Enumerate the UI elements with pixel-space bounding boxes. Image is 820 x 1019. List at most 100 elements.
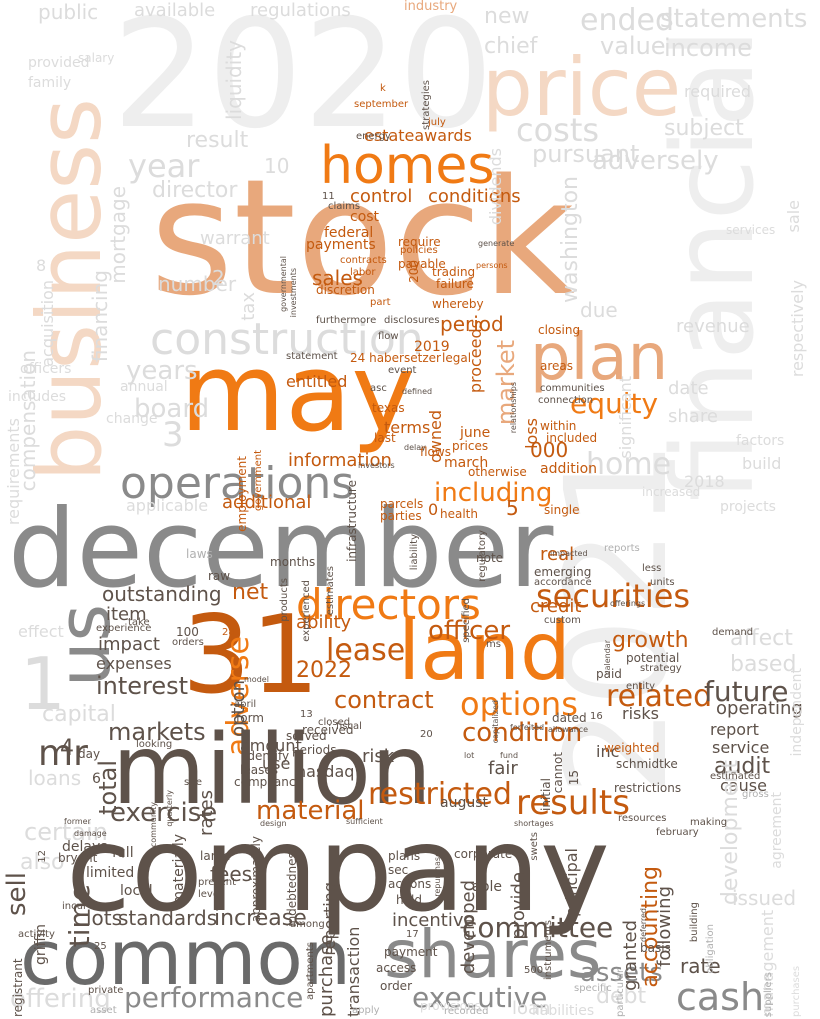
word-inc: inc (596, 742, 620, 761)
word-materially: materially (171, 834, 187, 905)
word-sufficient: sufficient (346, 817, 383, 826)
word-industry: industry (404, 0, 458, 14)
word-investments: investments (289, 268, 298, 318)
word-disclosures: disclosures (384, 315, 440, 326)
word-growth: growth (612, 628, 689, 653)
word-4: 4 (60, 736, 74, 761)
word-cause: cause (720, 776, 767, 795)
word-calendar: calendar (603, 640, 612, 675)
word-contract: contract (334, 686, 434, 714)
word-20: 20 (420, 729, 433, 740)
word-gross: gross (742, 789, 769, 800)
word-asc: asc (370, 383, 387, 394)
word-year: year (128, 147, 200, 185)
word-closed: closed (318, 717, 351, 728)
word-3: 3 (162, 415, 184, 455)
word-raw: raw (208, 569, 231, 583)
word-due: due (580, 298, 618, 322)
word-delays: delays (62, 839, 108, 855)
word-risks: risks (622, 704, 659, 723)
word-april: april (234, 699, 257, 710)
word-products: products (279, 578, 290, 622)
word-whereby: whereby (432, 297, 484, 311)
word-agreement: agreement (769, 792, 785, 869)
word-order: order (380, 979, 412, 993)
word-activity: activity (18, 929, 55, 940)
word-information: information (288, 450, 392, 471)
word-able: able (472, 879, 502, 895)
word-also: also (20, 850, 65, 875)
word-cannot: cannot (551, 752, 565, 794)
word-limited: limited (86, 865, 135, 881)
word-june: june (460, 425, 491, 441)
word-quarterly: quarterly (165, 790, 174, 827)
word-schmidtke: schmidtke (616, 757, 678, 771)
word-loan: loan (512, 998, 551, 1019)
word-additional: additional (222, 492, 312, 513)
word-health: health (440, 507, 478, 521)
word-strategy: strategy (640, 663, 682, 674)
word-forfeited: forfeited (510, 723, 545, 732)
word-fund: fund (500, 751, 519, 760)
word-incur: incur (62, 901, 88, 912)
word-incentive: incentive (392, 910, 475, 931)
word-orders: orders (172, 637, 204, 648)
word-experienced: experienced (301, 580, 312, 642)
word-liability: liability (409, 534, 420, 571)
word-parcels: parcels (380, 497, 424, 511)
word-swets: swets (529, 832, 540, 861)
word-compliance: compliance (234, 775, 303, 789)
word-control: control (350, 186, 413, 207)
word-laws: laws (186, 547, 213, 561)
word-specified: specified (461, 598, 472, 643)
word-performance: performance (124, 981, 304, 1014)
word-require: require (398, 235, 441, 249)
word-large: large (200, 849, 231, 863)
word-less: less (642, 563, 662, 574)
word-directors: directors (296, 580, 481, 629)
word-august: august (440, 795, 488, 811)
word-obligation: obligation (705, 924, 716, 974)
word-community: community (149, 802, 158, 848)
word-access: access (376, 961, 417, 975)
word-8: 8 (36, 256, 47, 275)
word-results: results (516, 783, 630, 823)
word-31: 31 (182, 593, 320, 718)
word-significant: significant (616, 376, 635, 459)
word-lots: lots (86, 906, 123, 930)
word-ability: ability (296, 612, 352, 633)
word-december: december (8, 487, 554, 612)
word-bryant: bryant (58, 851, 98, 865)
word-stock: stock (150, 144, 575, 331)
word-offerings: offerings (610, 599, 646, 608)
word-lot: lot (464, 751, 475, 760)
word-date: date (668, 378, 709, 399)
word-addition: addition (540, 461, 598, 477)
word-flows: flows (420, 445, 451, 459)
word-construction: construction (150, 314, 424, 365)
word-company: company (66, 800, 610, 938)
word-ended: ended (580, 3, 675, 38)
word-independent: independent (789, 668, 805, 757)
word-family: family (28, 75, 72, 91)
word-recorded: recorded (444, 1006, 489, 1017)
word-fiscal: fiscal (336, 721, 362, 732)
word-model: model (244, 675, 269, 684)
word-16: 16 (590, 711, 603, 722)
word-impact: impact (98, 634, 160, 655)
word-estimates: estimates (325, 566, 336, 616)
word-policies: policies (400, 245, 438, 256)
word-item: item (106, 604, 147, 625)
word-home: home (586, 447, 672, 482)
word-registrant: registrant (11, 958, 25, 1017)
word-including: including (434, 478, 553, 508)
word-payments: payments (306, 237, 376, 253)
word-adversely: adversely (592, 146, 719, 176)
word-common: common (20, 913, 352, 1002)
word-periods: periods (292, 743, 337, 757)
word-conditions: conditions (428, 186, 521, 207)
word-effect: effect (18, 622, 64, 641)
word-capitalized: capitalized (491, 700, 500, 744)
word-served: served (286, 729, 327, 743)
word-report: report (710, 720, 759, 739)
